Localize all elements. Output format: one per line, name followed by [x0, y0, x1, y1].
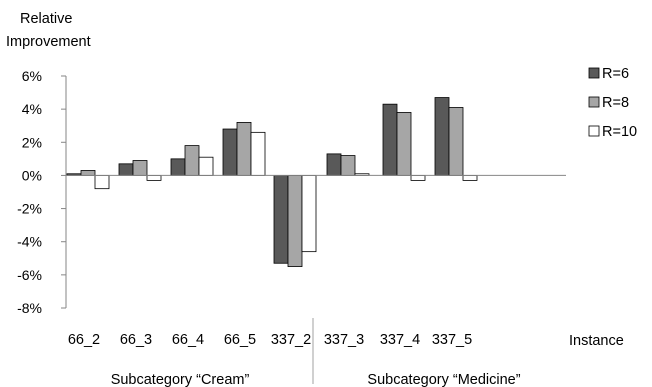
bar-R8-66_3 [132, 160, 148, 176]
x-tick-label: 337_2 [271, 332, 311, 348]
bar-R10-66_5 [250, 131, 266, 176]
group-label-cream: Subcategory “Cream” [111, 372, 250, 387]
y-axis-title-line2: Improvement [6, 34, 91, 50]
y-tick-label: 0% [22, 167, 42, 183]
bar-R8-337_5 [448, 107, 464, 176]
x-tick-label: 66_5 [224, 332, 256, 348]
x-tick-label: 66_4 [172, 332, 204, 348]
y-tick-label: 4% [22, 101, 42, 117]
bar-R10-66_2 [94, 175, 110, 190]
legend-label: R=6 [602, 66, 629, 82]
bar-R10-337_4 [410, 175, 426, 181]
group-label-medicine: Subcategory “Medicine” [367, 372, 520, 387]
legend-swatch [588, 67, 600, 79]
legend-label: R=10 [602, 124, 637, 140]
x-tick-label: 337_3 [324, 332, 364, 348]
x-tick-label: 66_2 [68, 332, 100, 348]
bar-R6-66_3 [118, 163, 134, 176]
bar-R10-337_2 [301, 175, 317, 253]
bar-R8-337_2 [287, 175, 303, 267]
bar-R6-66_5 [222, 128, 238, 176]
bar-R8-337_3 [340, 155, 356, 176]
x-axis: 66_2 66_3 66_4 66_5 337_2 337_3 337_4 337_5 [66, 174, 566, 384]
legend-label: R=8 [602, 95, 629, 111]
y-tick-label: -2% [17, 201, 42, 217]
bar-R6-337_2 [273, 175, 289, 264]
y-tick-label: -8% [17, 300, 42, 316]
bar-R6-337_5 [434, 97, 450, 176]
bar-R8-337_4 [396, 112, 412, 176]
x-tick-label: 337_4 [380, 332, 420, 348]
x-tick-label: 337_5 [432, 332, 472, 348]
bar-R10-337_5 [462, 175, 478, 181]
y-axis: 6% 4% 2% 0% -2% -4% -6% -8% [17, 68, 67, 316]
x-axis-title: Instance [569, 333, 624, 349]
bar-R6-337_3 [326, 153, 342, 176]
legend-swatch [588, 96, 600, 108]
legend-swatch [588, 125, 600, 137]
y-tick-label: 6% [22, 68, 42, 84]
bar-R10-66_3 [146, 175, 162, 181]
bar-R8-66_4 [184, 145, 200, 176]
bar-R6-66_4 [170, 158, 186, 176]
y-axis-title-line1: Relative [20, 11, 72, 27]
bars [66, 97, 478, 267]
x-tick-label: 66_3 [120, 332, 152, 348]
y-tick-label: -6% [17, 267, 42, 283]
bar-R10-66_4 [198, 156, 214, 176]
bar-R8-66_2 [80, 170, 96, 176]
legend: R=6 R=8 R=10 [588, 66, 637, 140]
y-tick-label: 2% [22, 134, 42, 150]
bar-R8-66_5 [236, 122, 252, 176]
y-tick-label: -4% [17, 234, 42, 250]
bar-R6-337_4 [382, 103, 398, 176]
